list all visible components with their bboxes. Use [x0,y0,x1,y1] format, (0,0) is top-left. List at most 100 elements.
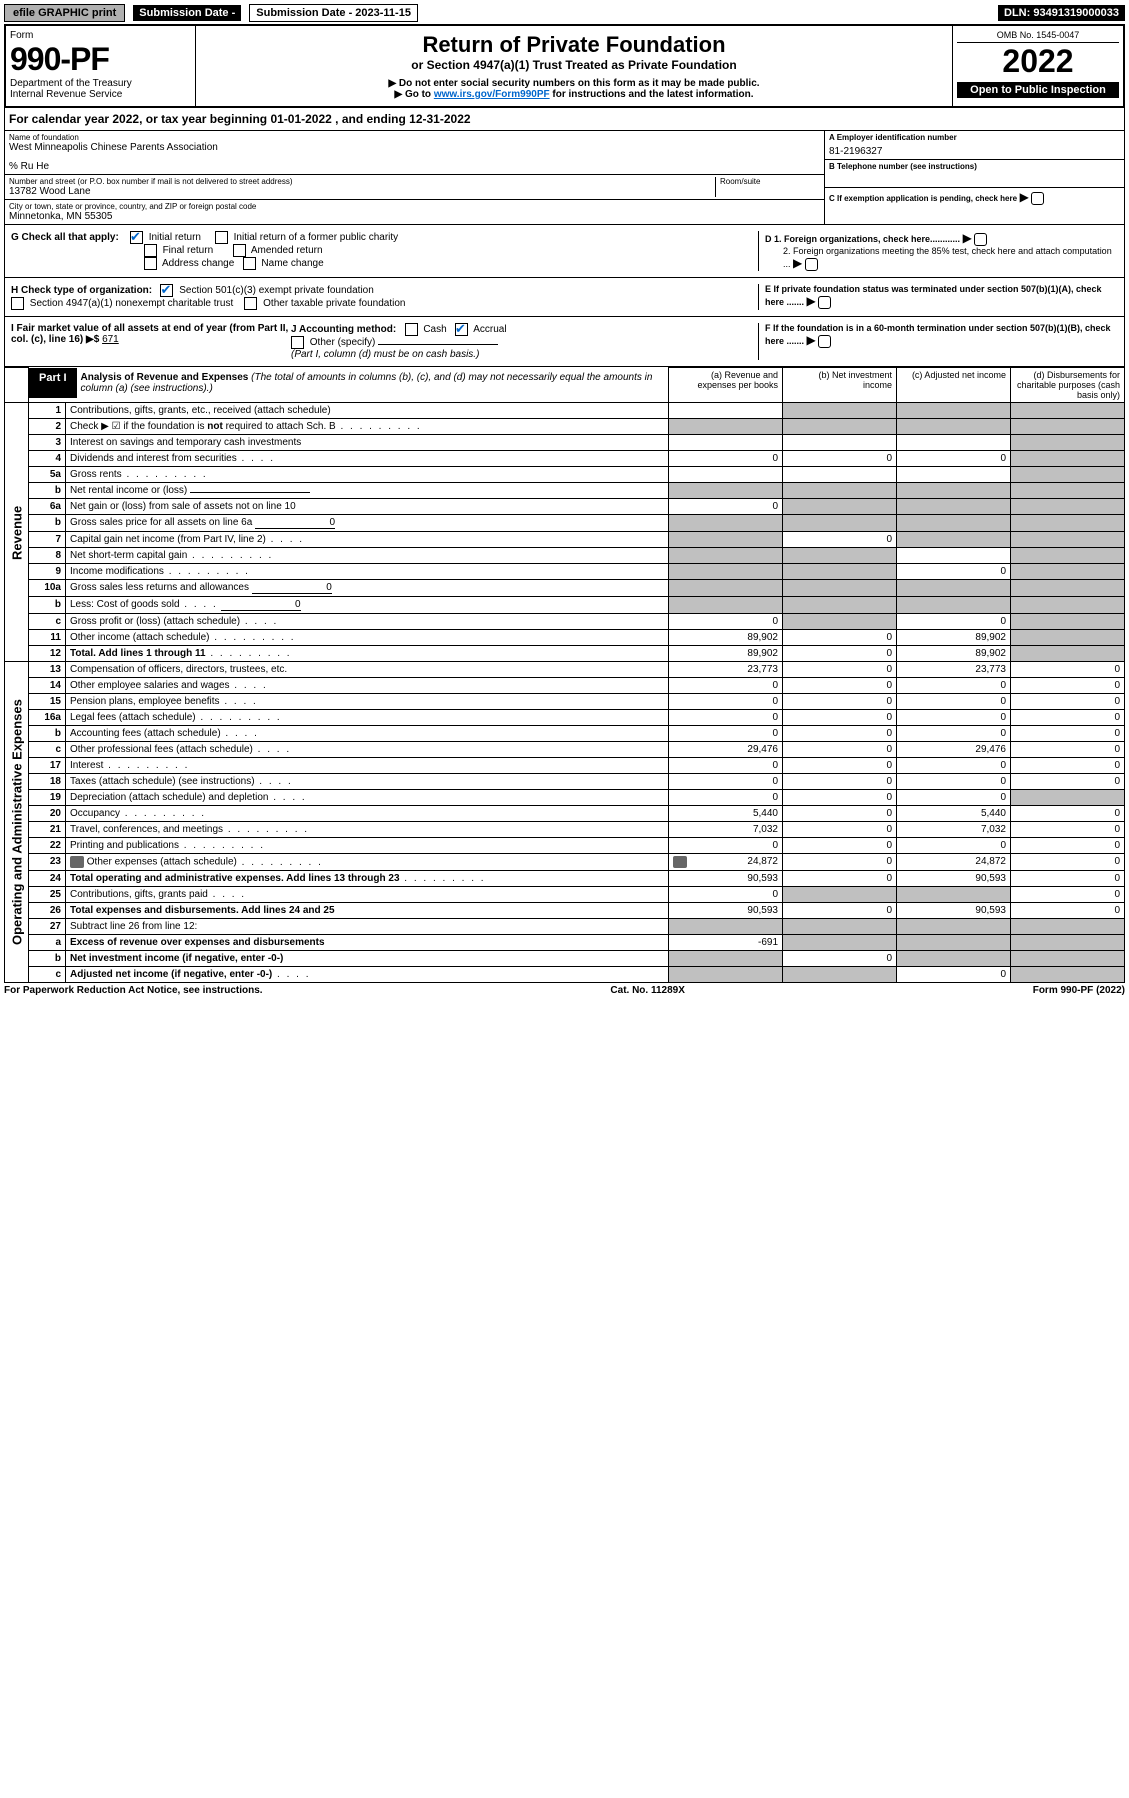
row-desc: Total expenses and disbursements. Add li… [66,903,669,919]
cell-d: 0 [1011,887,1125,903]
cell-c: 0 [897,451,1011,467]
initial-former-label: Initial return of a former public charit… [234,232,399,243]
efile-print-button[interactable]: efile GRAPHIC print [4,4,125,22]
attach-icon[interactable] [673,856,687,868]
cell-b: 0 [783,854,897,871]
cell-d [1011,451,1125,467]
table-row: bNet investment income (if negative, ent… [5,951,1125,967]
cell-a: 0 [669,499,783,515]
table-row: 10aGross sales less returns and allowanc… [5,580,1125,597]
cell-c [897,467,1011,483]
ein-value: 81-2196327 [829,146,1120,157]
row-number: 5a [29,467,66,483]
accrual-checkbox[interactable] [455,323,468,336]
d2-checkbox[interactable] [805,258,818,271]
name-change-checkbox[interactable] [243,257,256,270]
row-number: 16a [29,710,66,726]
cell-c [897,499,1011,515]
attach-icon[interactable] [70,856,84,868]
cell-d: 0 [1011,871,1125,887]
row-desc: Gross profit or (loss) (attach schedule) [66,614,669,630]
cell-b [783,483,897,499]
addr-change-checkbox[interactable] [144,257,157,270]
cell-b: 0 [783,710,897,726]
table-row: 19Depreciation (attach schedule) and dep… [5,790,1125,806]
table-row: 6aNet gain or (loss) from sale of assets… [5,499,1125,515]
exemption-checkbox[interactable] [1031,192,1044,205]
row-desc: Total. Add lines 1 through 11 [66,646,669,662]
part1-title: Analysis of Revenue and Expenses [81,372,249,383]
amended-checkbox[interactable] [233,244,246,257]
part1-label: Part I [29,368,77,398]
cell-b: 0 [783,774,897,790]
cell-a: -691 [669,935,783,951]
final-return-checkbox[interactable] [144,244,157,257]
cell-d [1011,646,1125,662]
cell-b: 0 [783,871,897,887]
f-checkbox[interactable] [818,335,831,348]
cell-a: 89,902 [669,630,783,646]
cell-c [897,580,1011,597]
cell-a: 24,872 [669,854,783,871]
row-number: 18 [29,774,66,790]
table-row: 14Other employee salaries and wages0000 [5,678,1125,694]
row-number: 10a [29,580,66,597]
cell-b [783,919,897,935]
row-number: c [29,614,66,630]
table-row: 2Check ▶ ☑ if the foundation is not requ… [5,419,1125,435]
4947-checkbox[interactable] [11,297,24,310]
row-desc: Check ▶ ☑ if the foundation is not requi… [66,419,669,435]
cash-checkbox[interactable] [405,323,418,336]
section-h: H Check type of organization: Section 50… [4,278,1125,317]
table-row: 9Income modifications0 [5,564,1125,580]
table-row: cGross profit or (loss) (attach schedule… [5,614,1125,630]
row-desc: Adjusted net income (if negative, enter … [66,967,669,983]
footer-center: Cat. No. 11289X [610,985,684,996]
cell-c: 0 [897,614,1011,630]
other-tax-checkbox[interactable] [244,297,257,310]
table-row: aExcess of revenue over expenses and dis… [5,935,1125,951]
row-number: b [29,726,66,742]
d1-label: D 1. Foreign organizations, check here..… [765,234,960,244]
cell-c [897,951,1011,967]
row-desc: Net investment income (if negative, ente… [66,951,669,967]
row-number: 12 [29,646,66,662]
cell-c: 89,902 [897,630,1011,646]
page-footer: For Paperwork Reduction Act Notice, see … [4,983,1125,998]
cell-b: 0 [783,678,897,694]
cell-d [1011,580,1125,597]
row-desc: Contributions, gifts, grants paid [66,887,669,903]
cell-b: 0 [783,822,897,838]
cell-b: 0 [783,758,897,774]
row-number: 15 [29,694,66,710]
irs-link[interactable]: www.irs.gov/Form990PF [434,89,550,100]
cell-c: 0 [897,758,1011,774]
d1-checkbox[interactable] [974,233,987,246]
cell-d [1011,532,1125,548]
other-method-checkbox[interactable] [291,336,304,349]
row-desc: Legal fees (attach schedule) [66,710,669,726]
col-a-header: (a) Revenue and expenses per books [669,368,783,403]
501c3-checkbox[interactable] [160,284,173,297]
cell-d [1011,790,1125,806]
row-number: 8 [29,548,66,564]
cell-a: 0 [669,710,783,726]
row-desc: Compensation of officers, directors, tru… [66,662,669,678]
cell-c: 23,773 [897,662,1011,678]
row-desc: Dividends and interest from securities [66,451,669,467]
table-row: cOther professional fees (attach schedul… [5,742,1125,758]
initial-return-checkbox[interactable] [130,231,143,244]
e-checkbox[interactable] [818,296,831,309]
cell-d [1011,564,1125,580]
row-desc: Subtract line 26 from line 12: [66,919,669,935]
table-row: Revenue1Contributions, gifts, grants, et… [5,403,1125,419]
initial-former-checkbox[interactable] [215,231,228,244]
table-row: bAccounting fees (attach schedule)0000 [5,726,1125,742]
room-label: Room/suite [720,177,820,186]
cell-d [1011,951,1125,967]
row-desc: Occupancy [66,806,669,822]
footer-right: Form 990-PF (2022) [1033,985,1125,996]
cell-d [1011,403,1125,419]
row-desc: Accounting fees (attach schedule) [66,726,669,742]
table-row: 12Total. Add lines 1 through 1189,902089… [5,646,1125,662]
